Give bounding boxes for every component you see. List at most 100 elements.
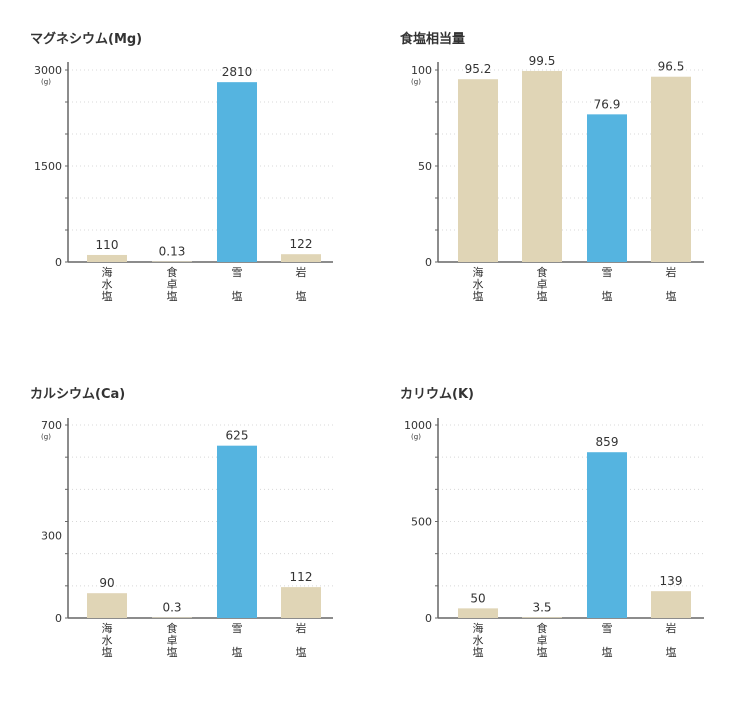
data-label: 625 — [226, 429, 249, 443]
y-tick-label: 0 — [55, 612, 62, 625]
category-char: 卓 — [537, 634, 548, 647]
bar-1 — [87, 593, 127, 618]
data-label: 99.5 — [529, 54, 556, 68]
data-label: 122 — [290, 237, 313, 251]
category-char: 塩 — [537, 289, 548, 303]
category-char: 卓 — [167, 278, 178, 291]
bar-3 — [587, 114, 627, 263]
category-label: 雪塩 — [602, 622, 613, 659]
category-label: 海水塩 — [473, 621, 484, 659]
category-char: 雪 — [602, 266, 613, 279]
data-label: 76.9 — [594, 97, 621, 111]
category-label: 海水塩 — [102, 265, 113, 303]
chart-title: カリウム(K) — [400, 387, 474, 402]
bar-4 — [281, 587, 321, 618]
category-label: 岩塩 — [666, 621, 677, 659]
bar-3 — [217, 445, 257, 618]
category-char: 塩 — [602, 289, 613, 303]
y-unit-label: (g) — [41, 433, 51, 441]
bar-2 — [522, 70, 562, 263]
category-char: 塩 — [167, 645, 178, 659]
category-char: 塩 — [537, 645, 548, 659]
category-char: 海 — [473, 265, 484, 279]
y-unit-label: (g) — [411, 78, 421, 86]
data-label: 110 — [96, 238, 119, 252]
y-tick-label: 500 — [411, 516, 432, 529]
category-char: 塩 — [232, 289, 243, 303]
category-label: 岩塩 — [296, 265, 307, 303]
category-label: 食卓塩 — [167, 621, 178, 659]
chart-panel-2: 食塩相当量 0 50 100(g) 95.2 海水塩 99.5 食卓塩 76.9 雪塩 96.5 岩塩 — [400, 31, 704, 303]
data-label: 0.13 — [159, 245, 186, 259]
y-tick-label: 1000 — [404, 419, 432, 432]
y-tick-label: 0 — [425, 612, 432, 625]
category-char: 海 — [473, 621, 484, 635]
data-label: 95.2 — [465, 62, 492, 76]
category-char: 水 — [473, 278, 484, 291]
category-char: 塩 — [602, 645, 613, 659]
category-label: 食卓塩 — [537, 621, 548, 659]
category-label: 雪塩 — [232, 266, 243, 303]
chart-panel-4: カリウム(K) 0 500 1000(g) 50 海水塩 3.5 食卓塩 859 雪塩 139 岩塩 — [400, 387, 704, 659]
y-tick-label: 0 — [425, 256, 432, 269]
bar-4 — [651, 76, 691, 262]
category-char: 卓 — [167, 634, 178, 647]
data-label: 90 — [99, 576, 114, 590]
category-char: 岩 — [296, 265, 307, 279]
category-char: 塩 — [232, 645, 243, 659]
category-char: 塩 — [666, 289, 677, 303]
data-label: 112 — [290, 570, 313, 584]
y-tick-label: 0 — [55, 256, 62, 269]
category-char: 卓 — [537, 278, 548, 291]
category-char: 岩 — [296, 621, 307, 635]
category-label: 岩塩 — [666, 265, 677, 303]
category-char: 食 — [537, 265, 548, 279]
bar-2 — [152, 261, 192, 262]
category-char: 雪 — [602, 622, 613, 635]
chart-panel-3: カルシウム(Ca) 0 300 700(g) 90 海水塩 0.3 食卓塩 625 雪塩 112 岩塩 — [30, 387, 333, 659]
category-char: 岩 — [666, 621, 677, 635]
category-char: 水 — [473, 634, 484, 647]
category-label: 食卓塩 — [167, 265, 178, 303]
category-char: 塩 — [296, 289, 307, 303]
chart-panel-1: マグネシウム(Mg) 0 1500 3000(g) 110 海水塩 0.13 食卓塩 2810 雪… — [30, 31, 333, 303]
y-tick-label: 100 — [411, 64, 432, 77]
category-label: 岩塩 — [296, 621, 307, 659]
bar-2 — [522, 617, 562, 618]
data-label: 3.5 — [532, 600, 551, 614]
chart-title: 食塩相当量 — [400, 31, 465, 47]
category-char: 海 — [102, 265, 113, 279]
category-char: 食 — [167, 621, 178, 635]
y-tick-label: 3000 — [34, 64, 62, 77]
category-label: 雪塩 — [602, 266, 613, 303]
category-char: 塩 — [102, 289, 113, 303]
category-char: 水 — [102, 278, 113, 291]
bar-4 — [651, 591, 691, 618]
bar-4 — [281, 254, 321, 262]
y-tick-label: 50 — [418, 160, 432, 173]
bar-1 — [458, 608, 498, 618]
bar-1 — [458, 79, 498, 262]
data-label: 0.3 — [162, 601, 181, 615]
category-char: 塩 — [167, 289, 178, 303]
category-char: 塩 — [473, 645, 484, 659]
category-char: 雪 — [232, 622, 243, 635]
data-label: 96.5 — [658, 60, 685, 74]
category-char: 塩 — [666, 645, 677, 659]
category-char: 塩 — [296, 645, 307, 659]
category-label: 海水塩 — [102, 621, 113, 659]
chart-title: マグネシウム(Mg) — [30, 31, 142, 47]
category-label: 海水塩 — [473, 265, 484, 303]
category-char: 食 — [537, 621, 548, 635]
category-char: 雪 — [232, 266, 243, 279]
data-label: 2810 — [222, 65, 253, 79]
category-char: 水 — [102, 634, 113, 647]
bar-3 — [217, 82, 257, 262]
data-label: 50 — [470, 591, 485, 605]
category-char: 塩 — [102, 645, 113, 659]
bar-2 — [152, 617, 192, 618]
data-label: 859 — [596, 435, 619, 449]
category-char: 食 — [167, 265, 178, 279]
